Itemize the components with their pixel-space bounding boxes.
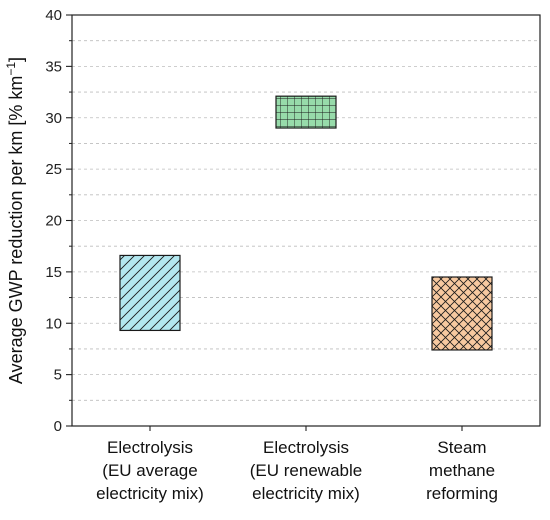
y-tick-label: 40 bbox=[45, 7, 62, 24]
y-axis-title: Average GWP reduction per km [% km−1] bbox=[4, 57, 26, 384]
category-label-line: methane bbox=[429, 461, 495, 480]
category-label-line: Electrolysis bbox=[107, 438, 193, 457]
category-label-2: Electrolysis (EU renewable electricity mix… bbox=[250, 438, 362, 503]
category-label-1: Electrolysis (EU average electricity mix) bbox=[96, 438, 204, 503]
range-bar-3 bbox=[431, 276, 493, 351]
category-label-line: electricity mix) bbox=[96, 484, 204, 503]
y-tick-label: 35 bbox=[45, 58, 62, 75]
range-bars bbox=[119, 95, 493, 351]
category-label-line: electricity mix) bbox=[252, 484, 360, 503]
category-label-line: (EU average bbox=[102, 461, 197, 480]
y-tick-label: 15 bbox=[45, 264, 62, 281]
category-label-line: reforming bbox=[426, 484, 498, 503]
category-label-3: Steam methane reforming bbox=[426, 438, 498, 503]
y-tick-label: 5 bbox=[54, 367, 62, 384]
range-bar-1 bbox=[119, 254, 181, 332]
category-label-line: Electrolysis bbox=[263, 438, 349, 457]
y-ticks: 0 5 10 15 20 25 30 35 40 bbox=[45, 7, 72, 435]
x-category-labels: Electrolysis (EU average electricity mix)E… bbox=[96, 426, 498, 503]
y-tick-label: 20 bbox=[45, 213, 62, 230]
category-label-line: Steam bbox=[437, 438, 486, 457]
y-tick-label: 30 bbox=[45, 110, 62, 127]
y-tick-label: 10 bbox=[45, 315, 62, 332]
y-tick-label: 0 bbox=[54, 418, 62, 435]
category-label-line: (EU renewable bbox=[250, 461, 362, 480]
range-bar-2 bbox=[275, 95, 337, 129]
y-tick-label: 25 bbox=[45, 161, 62, 178]
